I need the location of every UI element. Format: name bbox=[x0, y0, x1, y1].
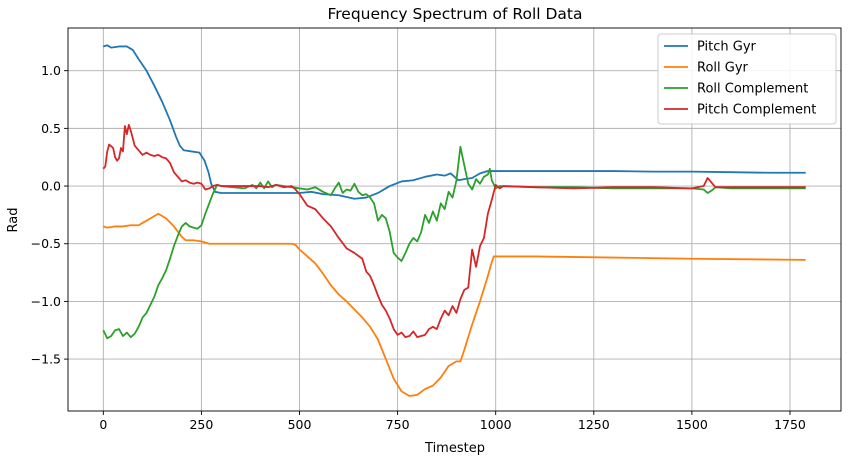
x-axis-label: Timestep bbox=[424, 441, 485, 456]
x-tick-label: 500 bbox=[288, 417, 312, 432]
legend-label: Pitch Gyr bbox=[697, 40, 757, 55]
legend-label: Roll Gyr bbox=[697, 61, 749, 76]
y-tick-label: 0.0 bbox=[41, 179, 61, 194]
axis-ticks: 0 250 500 750 1000 1250 1500 1750 −1.5 −1.0 −0.5 0.… bbox=[31, 63, 806, 432]
y-tick-label: −1.5 bbox=[31, 352, 61, 367]
series-line-roll-complement bbox=[102, 145, 806, 340]
chart-title: Frequency Spectrum of Roll Data bbox=[327, 5, 582, 23]
x-tick-label: 1250 bbox=[578, 417, 610, 432]
y-tick-label: 0.5 bbox=[41, 121, 61, 136]
legend-label: Pitch Complement bbox=[697, 103, 816, 118]
x-tick-label: 250 bbox=[189, 417, 213, 432]
y-tick-label: −0.5 bbox=[31, 236, 61, 251]
y-tick-label: −1.0 bbox=[31, 294, 61, 309]
x-tick-label: 1500 bbox=[676, 417, 708, 432]
y-tick-label: 1.0 bbox=[41, 63, 61, 78]
series-line-pitch-complement bbox=[102, 124, 806, 339]
plot-frame bbox=[67, 27, 842, 412]
legend-label: Roll Complement bbox=[697, 82, 808, 97]
legend-box bbox=[657, 33, 837, 125]
y-axis-label: Rad bbox=[6, 208, 21, 233]
x-tick-label: 1750 bbox=[774, 417, 806, 432]
x-tick-label: 1000 bbox=[480, 417, 512, 432]
series-lines bbox=[102, 44, 806, 397]
series-line-roll-gyr bbox=[103, 212, 806, 397]
x-tick-label: 750 bbox=[386, 417, 410, 432]
legend: Pitch Gyr Roll Gyr Roll Complement Pitch Co… bbox=[657, 33, 837, 125]
x-tick-label: 0 bbox=[99, 417, 107, 432]
series-line-pitch-gyr bbox=[103, 44, 806, 200]
